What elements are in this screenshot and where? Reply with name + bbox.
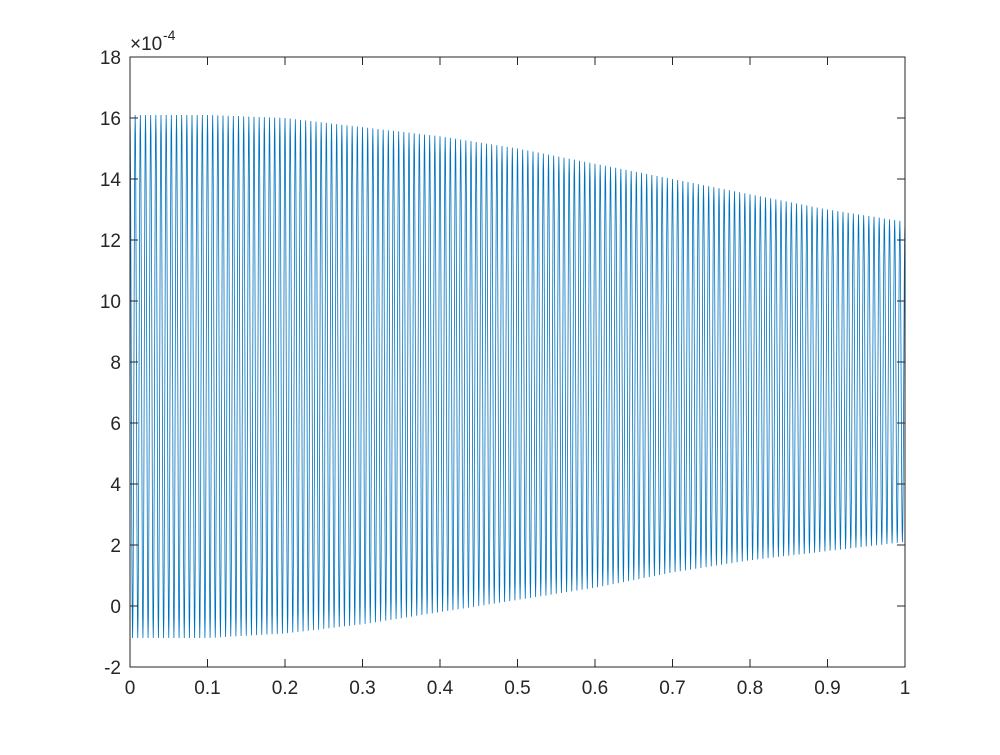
y-tick-label: 18 <box>100 48 121 69</box>
x-tick-label: 0.8 <box>737 678 763 699</box>
series-line-0 <box>129 114 906 639</box>
x-tick-label: 1 <box>900 678 911 699</box>
x-tick-label: 0.9 <box>814 678 840 699</box>
axes: 0 0.1 0.2 0.3 0.4 0.5 0.6 0.7 0.8 0.9 1-2024681012… <box>100 48 910 699</box>
plot-area <box>129 114 906 639</box>
y-tick-label: 14 <box>100 170 122 191</box>
y-tick-label: 2 <box>110 536 121 557</box>
x-tick-label: 0.4 <box>427 678 454 699</box>
x-tick-label: 0 <box>125 678 136 699</box>
y-tick-label: 0 <box>110 597 121 618</box>
y-tick-label: 8 <box>110 353 121 374</box>
y-tick-label: 10 <box>100 292 121 313</box>
y-tick-label: -2 <box>104 658 121 679</box>
x-tick-label: 0.6 <box>582 678 608 699</box>
y-tick-label: 6 <box>110 414 121 435</box>
y-tick-label: 16 <box>100 109 121 130</box>
y-tick-label: 4 <box>110 475 121 496</box>
y-exponent-base: ×10 <box>130 34 162 55</box>
y-tick-label: 12 <box>100 231 121 252</box>
y-exponent-power: -4 <box>163 27 176 43</box>
x-tick-label: 0.1 <box>194 678 220 699</box>
x-tick-label: 0.2 <box>272 678 298 699</box>
x-tick-label: 0.7 <box>659 678 685 699</box>
x-tick-label: 0.5 <box>504 678 530 699</box>
x-tick-label: 0.3 <box>349 678 375 699</box>
